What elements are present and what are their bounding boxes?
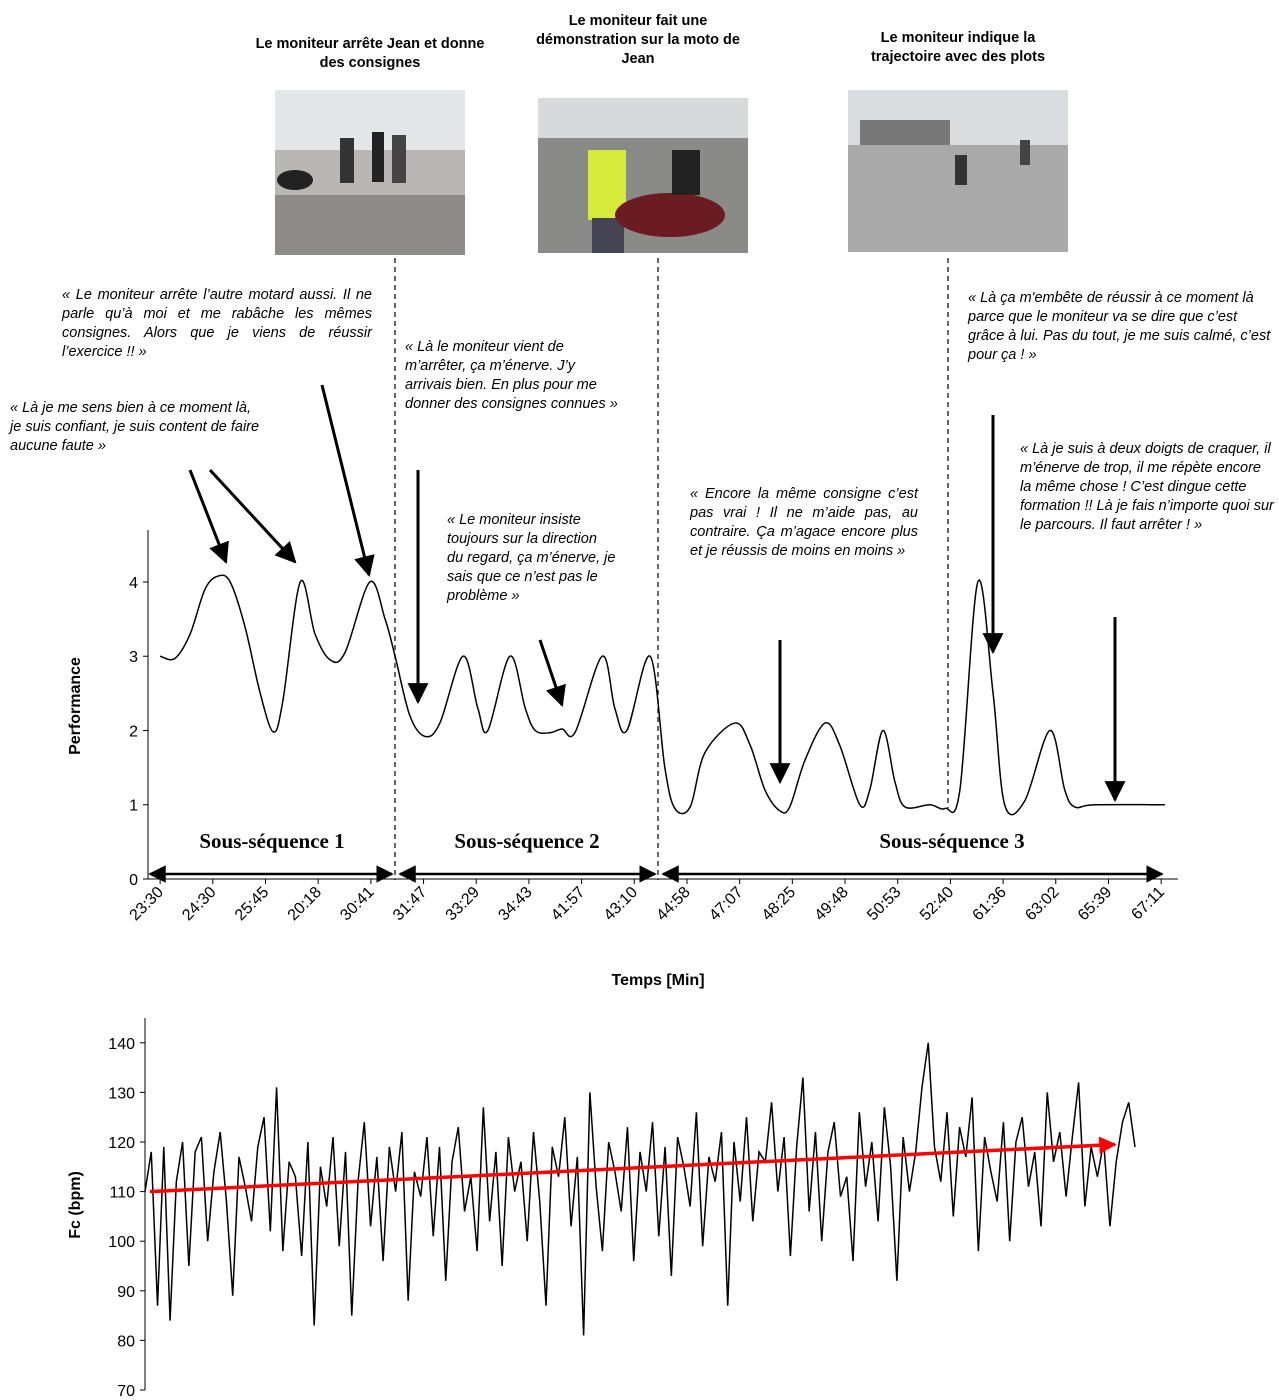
y-tick-label: 140	[108, 1036, 135, 1053]
photo-caption: Le moniteur indique la trajectoire avec …	[870, 30, 1046, 65]
y-tick-label: 90	[117, 1284, 135, 1301]
photo	[848, 90, 1068, 252]
y-tick-label: 70	[117, 1383, 135, 1400]
x-tick-label: 33:29	[443, 884, 483, 924]
annotation: « Là ça m'embête de réussir à ce moment …	[968, 290, 1271, 363]
photo-caption: Le moniteur fait une démonstration sur l…	[536, 13, 740, 67]
y-tick-label: 100	[108, 1234, 135, 1251]
annotation-arrow	[188, 384, 1126, 803]
data-line	[144, 1042, 1136, 1336]
y-tick-label: 110	[109, 1185, 135, 1202]
data-line	[159, 574, 1165, 816]
x-tick-label: 61:36	[970, 884, 1010, 924]
y-tick-label: 3	[129, 649, 138, 666]
x-tick-label: 47:07	[706, 884, 746, 924]
x-tick-label: 49:48	[812, 884, 852, 924]
x-tick-label: 48:25	[759, 884, 799, 924]
y-tick-label: 0	[129, 872, 138, 889]
photo-caption: Le moniteur arrête Jean et donne des con…	[255, 36, 485, 71]
photo	[538, 98, 748, 253]
segment-label: Sous-séquence 3	[879, 829, 1024, 853]
annotation: « Là le moniteur vient de m’arrêter, ça …	[405, 339, 618, 412]
trend-line	[149, 1136, 1117, 1194]
y-axis-label: Fc (bpm)	[67, 1171, 84, 1239]
x-tick-label: 50:53	[864, 884, 904, 924]
x-tick-label: 67:11	[1128, 884, 1168, 924]
x-tick-label: 20:18	[285, 884, 325, 924]
segment-label: Sous-séquence 2	[454, 829, 599, 853]
annotation: « Là je suis à deux doigts de craquer, i…	[1020, 441, 1274, 533]
segment-labels: Sous-séquence 1 Sous-séquence 2 Sous-séq…	[199, 829, 1024, 853]
x-tick-label: 41:57	[548, 884, 588, 924]
annotation: « Là je me sens bien à ce moment là, je …	[10, 400, 260, 454]
x-tick-label: 34:43	[495, 884, 535, 924]
annotation: « Encore la même consigne c’est pas vrai…	[690, 486, 918, 559]
annotation: « Le moniteur arrête l’autre motard auss…	[62, 287, 372, 360]
segment-label: Sous-séquence 1	[199, 829, 344, 853]
x-tick-label: 23:30	[127, 884, 167, 924]
x-axis-label: Temps [Min]	[611, 972, 704, 989]
annotation: « Le moniteur insiste toujours sur la di…	[447, 512, 616, 604]
x-tick-label: 24:30	[179, 884, 219, 924]
y-tick-label: 120	[108, 1135, 135, 1152]
y-axis-label: Performance	[67, 657, 84, 755]
x-tick-label: 44:58	[653, 884, 693, 924]
x-tick-label: 43:10	[601, 884, 641, 924]
x-tick-label: 65:39	[1075, 884, 1115, 924]
x-tick-label: 31:47	[390, 884, 430, 924]
y-tick-label: 80	[117, 1333, 135, 1350]
separator	[394, 258, 949, 880]
x-tick-label: 25:45	[232, 884, 272, 924]
y-tick-label: 4	[129, 575, 138, 592]
x-tick-label: 63:02	[1022, 884, 1062, 924]
x-tick-label: 30:41	[337, 884, 377, 924]
y-tick-label: 130	[108, 1085, 135, 1102]
x-tick-label: 52:40	[917, 884, 957, 924]
y-tick-label: 2	[129, 723, 138, 740]
y-tick-label: 1	[129, 798, 138, 815]
photo	[275, 90, 465, 255]
